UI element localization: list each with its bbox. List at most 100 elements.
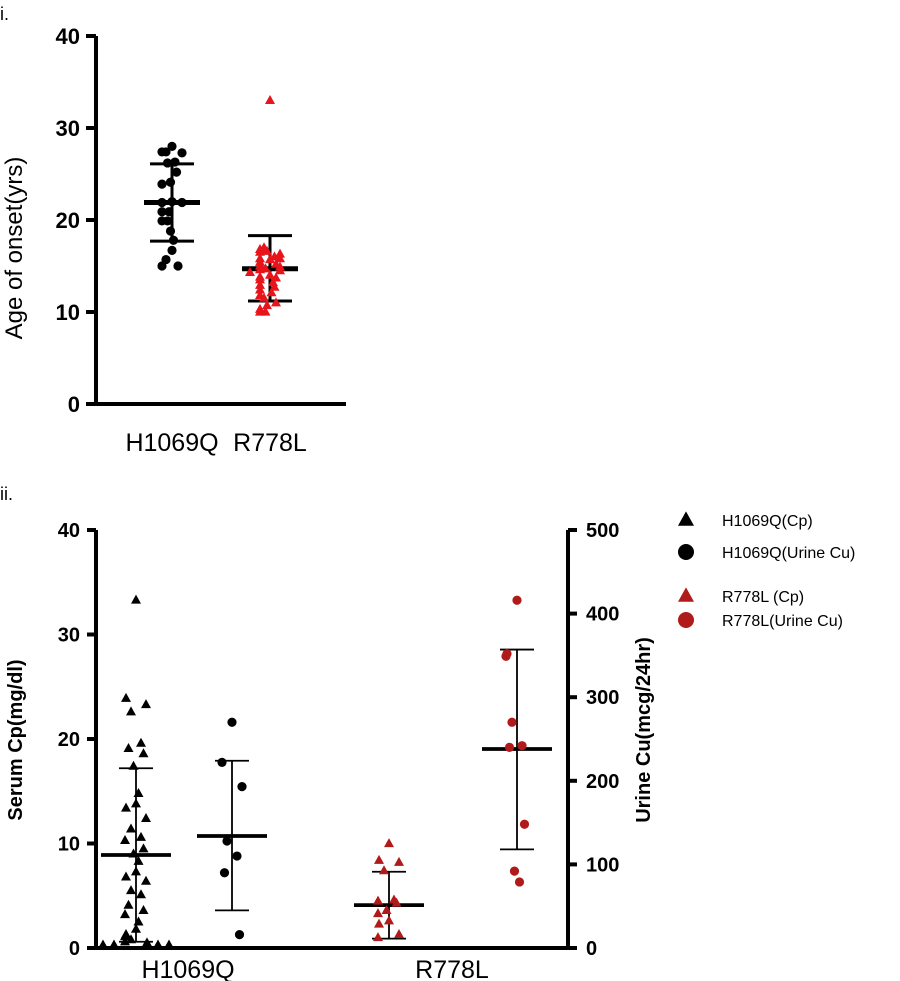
series-r778l-cp-point	[379, 865, 389, 875]
series-r778l-urine-cu-point	[507, 717, 517, 727]
series-h1069q-cp-point	[120, 931, 130, 941]
series-h1069q-point	[177, 197, 187, 208]
series-h1069q-point	[162, 158, 173, 168]
series-h1069q-cp-point	[109, 939, 119, 949]
series-r778l-point	[255, 306, 265, 316]
series-r778l-cp-point	[391, 897, 402, 907]
series-h1069q-cp-point	[138, 748, 149, 758]
tick-labels-panel-i: 0 10 20 30 40	[56, 24, 80, 417]
series-h1069q-cp-point	[98, 939, 108, 949]
series-h1069q-cp-point	[142, 937, 152, 947]
series-r778l-cp-point	[373, 908, 383, 918]
category-label: H1069Q	[141, 956, 234, 981]
series-h1069q-point	[164, 207, 174, 217]
legend-item: H1069Q(Cp)	[678, 511, 813, 530]
series-r778l-urine-cu-point	[501, 651, 511, 661]
data-points-panel-i	[144, 95, 298, 316]
series-h1069q-urine-cu-point	[222, 836, 232, 846]
series-r778l-cp-point	[381, 904, 392, 914]
panel-label-ii: ii.	[0, 484, 13, 504]
series-h1069q-point	[165, 226, 176, 236]
series-r778l-urine-cu-point	[512, 595, 522, 605]
y-tick-label: 40	[56, 24, 80, 49]
series-h1069q-point	[177, 148, 187, 158]
series-h1069q-cp-point	[126, 823, 136, 833]
y-tick-label: 10	[56, 300, 80, 325]
y-axis-label-age-of-onset: Age of onset(yrs)	[1, 157, 28, 340]
panel-label-i: i.	[0, 4, 9, 24]
series-h1069q-cp-point	[153, 939, 163, 949]
y-tick-label-right: 300	[586, 687, 619, 709]
axes-panel-i	[86, 34, 346, 406]
series-h1069q-urine-cu-point	[234, 930, 245, 940]
series-r778l-point	[275, 248, 285, 258]
series-h1069q-cp-point	[126, 706, 136, 716]
y-tick-label-left: 20	[58, 729, 80, 751]
series-h1069q-cp-point	[138, 904, 149, 914]
legend-triangle-icon	[678, 511, 694, 526]
series-h1069q-cp-point	[131, 866, 141, 876]
series-h1069q-cp-point	[120, 936, 130, 946]
y-tick-label-right: 0	[586, 938, 597, 960]
category-labels-panel-i: H1069Q R778L	[125, 429, 306, 457]
y-tick-label-right: 500	[586, 520, 619, 542]
series-h1069q-cp-point	[126, 885, 136, 895]
series-h1069q-point	[157, 197, 167, 208]
legend-label: H1069Q(Urine Cu)	[722, 545, 855, 562]
series-h1069q-cp-point	[133, 855, 144, 865]
series-r778l-cp-point	[384, 915, 394, 925]
legend-label: R778L (Cp)	[722, 589, 804, 606]
series-r778l-urine-cu-point	[519, 819, 530, 829]
series-h1069q-point	[168, 235, 179, 245]
series-r778l-cp-point	[374, 854, 384, 864]
axes-panel-ii	[87, 528, 577, 950]
series-r778l-point	[262, 245, 272, 255]
series-r778l-point	[255, 279, 265, 289]
series-h1069q-cp-point	[136, 831, 146, 841]
series-h1069q-cp-point	[128, 848, 139, 858]
y-axis-label-serum-cp: Serum Cp(mg/dl)	[5, 659, 27, 820]
y-tick-label-left: 10	[58, 834, 80, 856]
series-h1069q-cp-point	[121, 692, 131, 702]
series-h1069q-point	[157, 179, 167, 189]
legend-item: R778L (Cp)	[678, 587, 804, 606]
series-h1069q-urine-cu-point	[227, 717, 237, 727]
series-h1069q-cp-point	[120, 909, 130, 919]
y2-axis-label-urine-cu: Urine Cu(mcg/24hr)	[633, 637, 655, 823]
category-label: R778L	[233, 429, 307, 457]
series-h1069q-cp-point	[123, 899, 134, 909]
legend-circle-icon	[678, 612, 694, 628]
series-r778l-point	[255, 274, 265, 284]
series-h1069q-cp-point	[123, 743, 134, 753]
series-r778l-cp-point	[394, 929, 404, 939]
series-h1069q-cp-point	[131, 594, 141, 604]
series-h1069q-cp-point	[136, 889, 146, 899]
series-h1069q-urine-cu-point	[232, 851, 242, 861]
series-h1069q-point	[167, 197, 177, 207]
series-h1069q-cp-point	[133, 916, 144, 926]
series-r778l-urine-cu-point	[504, 742, 515, 752]
series-h1069q-urine-cu-point	[237, 782, 247, 792]
series-h1069q-cp-point	[131, 798, 141, 808]
series-h1069q-cp-point	[121, 871, 131, 881]
y-tick-label-left: 30	[58, 625, 80, 647]
series-h1069q-cp-point	[126, 934, 136, 944]
series-h1069q-cp-point	[128, 760, 139, 770]
series-h1069q-cp-point	[138, 843, 149, 853]
series-r778l-cp-point	[394, 856, 404, 866]
y-tick-label: 30	[56, 116, 80, 141]
series-h1069q-point	[171, 167, 182, 177]
series-h1069q-cp-point	[121, 802, 131, 812]
category-label: R778L	[415, 956, 489, 981]
legend-label: R778L(Urine Cu)	[722, 613, 843, 630]
series-r778l-point	[275, 253, 285, 263]
panel-ii: ii. Serum Cp(mg/dl) Urine Cu(mcg/24hr) 0…	[0, 484, 855, 981]
y-tick-label-right: 100	[586, 854, 619, 876]
y-tick-label: 20	[56, 208, 80, 233]
panel-i: i. Age of onset(yrs) 0 10 20 30 40 H1069Q R77…	[0, 4, 346, 457]
series-h1069q-cp-point	[141, 813, 151, 823]
series-h1069q-point	[157, 147, 167, 157]
series-r778l-urine-cu-point	[514, 877, 525, 887]
series-r778l-cp-point	[373, 932, 383, 942]
